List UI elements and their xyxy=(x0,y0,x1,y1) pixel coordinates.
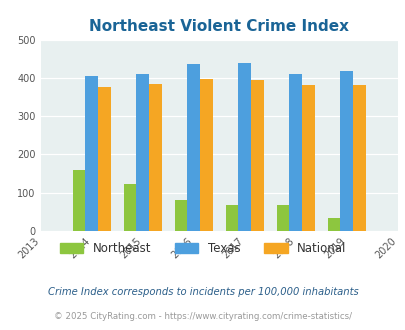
Legend: Northeast, Texas, National: Northeast, Texas, National xyxy=(55,237,350,260)
Bar xyxy=(276,205,289,231)
Text: © 2025 CityRating.com - https://www.cityrating.com/crime-statistics/: © 2025 CityRating.com - https://www.city… xyxy=(54,312,351,321)
Bar xyxy=(251,80,263,231)
Bar xyxy=(340,71,352,231)
Bar xyxy=(200,79,212,231)
Bar xyxy=(149,84,162,231)
Bar xyxy=(187,64,200,231)
Bar xyxy=(225,205,238,231)
Bar xyxy=(72,170,85,231)
Text: Crime Index corresponds to incidents per 100,000 inhabitants: Crime Index corresponds to incidents per… xyxy=(47,287,358,297)
Bar xyxy=(327,217,340,231)
Bar xyxy=(136,74,149,231)
Bar xyxy=(98,87,111,231)
Bar xyxy=(301,85,314,231)
Bar xyxy=(174,200,187,231)
Bar xyxy=(238,63,251,231)
Bar xyxy=(352,85,365,231)
Bar xyxy=(85,76,98,231)
Title: Northeast Violent Crime Index: Northeast Violent Crime Index xyxy=(89,19,348,34)
Bar xyxy=(289,74,301,231)
Bar xyxy=(123,184,136,231)
